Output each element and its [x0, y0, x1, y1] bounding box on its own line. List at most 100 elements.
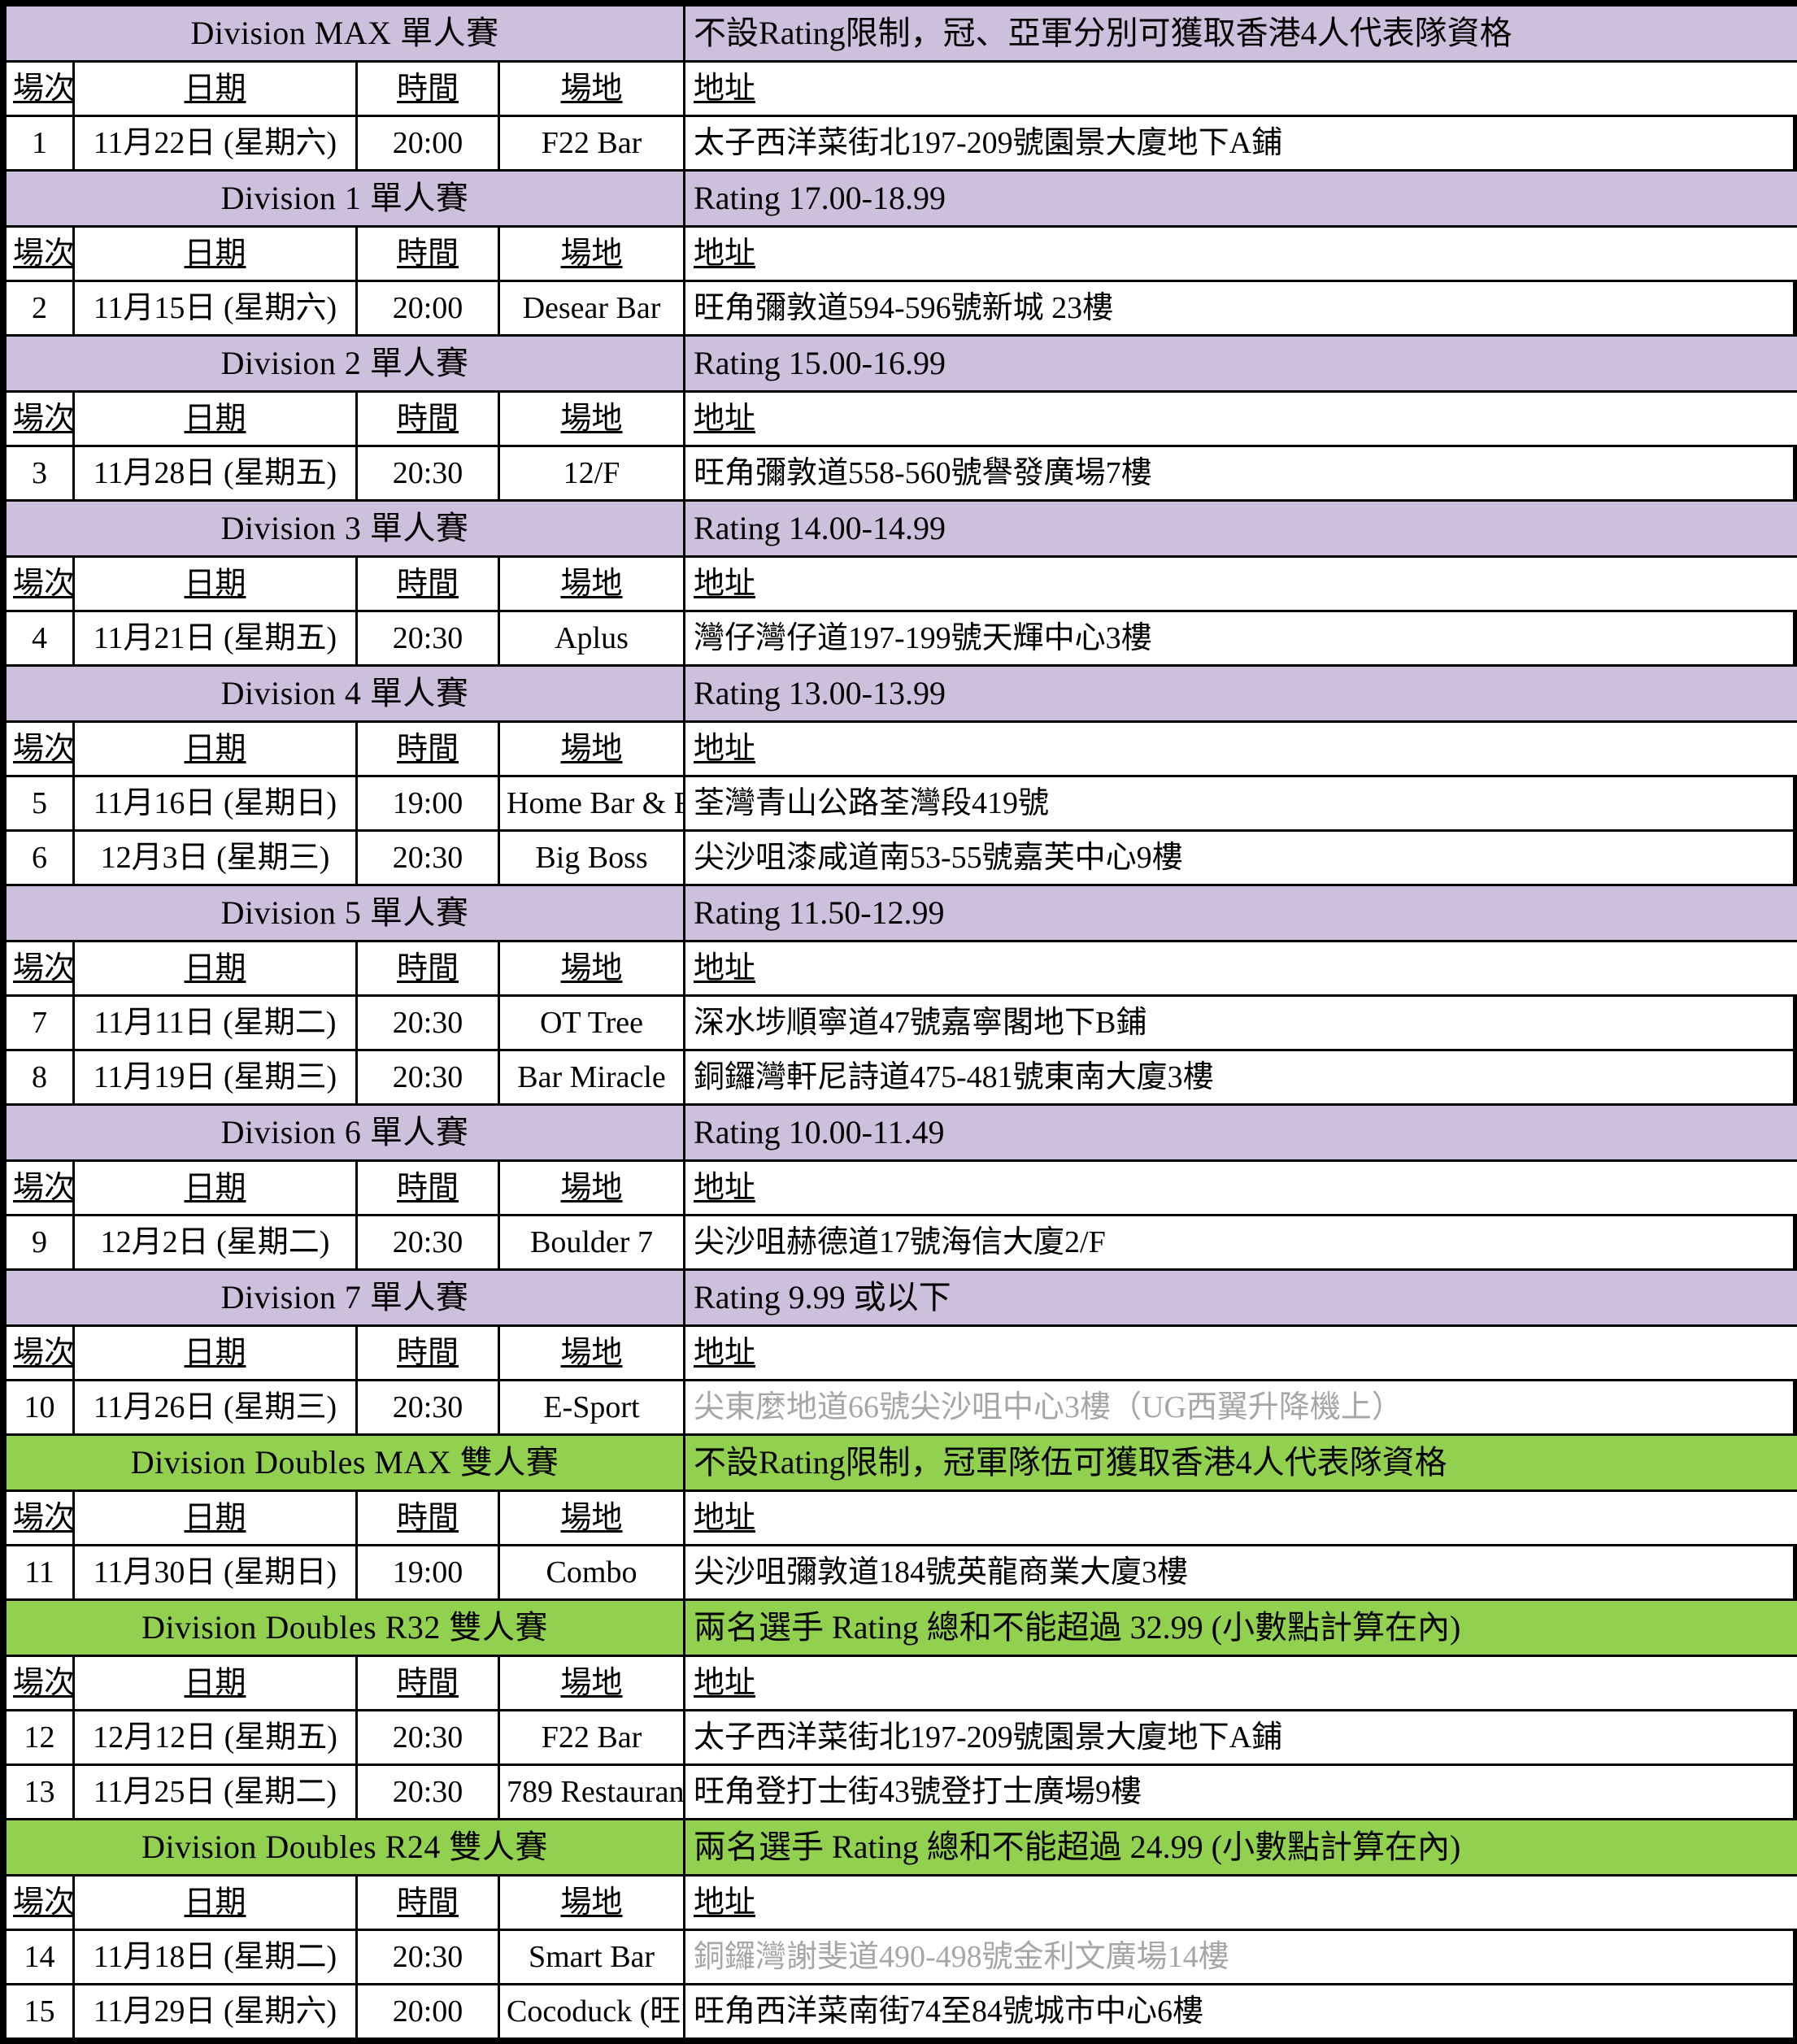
- cell-time: 20:30: [357, 1765, 499, 1820]
- column-header-no-text: 場次: [13, 1666, 74, 1700]
- column-header-date-text: 日期: [184, 732, 246, 766]
- column-header-venue: 場地: [499, 557, 685, 611]
- column-header-date-text: 日期: [184, 1336, 246, 1370]
- column-header-address: 地址: [685, 62, 1797, 116]
- column-header-date-text: 日期: [184, 1885, 246, 1920]
- cell-match-no: 10: [6, 1381, 74, 1435]
- cell-address: 旺角彌敦道594-596號新城 23樓: [685, 281, 1797, 336]
- column-header-time-text: 時間: [397, 402, 459, 436]
- section-note: Rating 9.99 或以下: [685, 1270, 1797, 1326]
- cell-time: 20:30: [357, 831, 499, 885]
- column-header-time-text: 時間: [397, 1666, 459, 1700]
- column-header-venue-text: 場地: [561, 1501, 623, 1535]
- column-header-address: 地址: [685, 392, 1797, 446]
- schedule-table-body: Division MAX 單人賽不設Rating限制，冠、亞軍分別可獲取香港4人…: [6, 6, 1797, 2039]
- column-header-time-text: 時間: [397, 237, 459, 271]
- column-header-no-text: 場次: [13, 72, 74, 106]
- column-header-venue-text: 場地: [561, 1336, 623, 1370]
- column-header-time: 時間: [357, 62, 499, 116]
- cell-venue: Combo: [499, 1546, 685, 1600]
- column-header-address: 地址: [685, 1876, 1797, 1930]
- section-note: 不設Rating限制，冠軍隊伍可獲取香港4人代表隊資格: [685, 1435, 1797, 1491]
- column-header-no: 場次: [6, 62, 74, 116]
- cell-address: 銅鑼灣軒尼詩道475-481號東南大廈3樓: [685, 1050, 1797, 1105]
- column-header-address: 地址: [685, 1326, 1797, 1381]
- column-header-no-text: 場次: [13, 1171, 74, 1205]
- column-header-time: 時間: [357, 1876, 499, 1930]
- column-header-venue-text: 場地: [561, 402, 623, 436]
- column-header-venue: 場地: [499, 62, 685, 116]
- column-header-venue: 場地: [499, 1161, 685, 1216]
- section-note: 兩名選手 Rating 總和不能超過 32.99 (小數點計算在內): [685, 1600, 1797, 1656]
- column-header-date-text: 日期: [184, 567, 246, 601]
- column-header-row: 場次日期時間場地地址: [6, 392, 1797, 446]
- column-header-no-text: 場次: [13, 1336, 74, 1370]
- column-header-address-text: 地址: [694, 951, 755, 985]
- column-header-address-text: 地址: [694, 567, 755, 601]
- column-header-time-text: 時間: [397, 951, 459, 985]
- column-header-no-text: 場次: [13, 951, 74, 985]
- cell-venue: 789 Restaurant & Bar: [499, 1765, 685, 1820]
- cell-match-no: 9: [6, 1216, 74, 1270]
- section-note: Rating 15.00-16.99: [685, 336, 1797, 392]
- column-header-no: 場次: [6, 1326, 74, 1381]
- column-header-time-text: 時間: [397, 1501, 459, 1535]
- cell-address: 太子西洋菜街北197-209號園景大廈地下A鋪: [685, 116, 1797, 171]
- column-header-row: 場次 日期 時間 場地地址: [6, 62, 1797, 116]
- cell-date: 11月16日 (星期日): [74, 776, 357, 831]
- column-header-date: 日期: [74, 1656, 357, 1711]
- section-note: Rating 11.50-12.99: [685, 885, 1797, 942]
- column-header-time-text: 時間: [397, 72, 459, 106]
- cell-match-no: 6: [6, 831, 74, 885]
- section-note: Rating 14.00-14.99: [685, 501, 1797, 557]
- column-header-address-text: 地址: [694, 1885, 755, 1920]
- cell-date: 12月2日 (星期二): [74, 1216, 357, 1270]
- column-header-date: 日期: [74, 1326, 357, 1381]
- cell-date: 11月26日 (星期三): [74, 1381, 357, 1435]
- cell-address: 荃灣青山公路荃灣段419號: [685, 776, 1797, 831]
- column-header-date-text: 日期: [184, 1666, 246, 1700]
- column-header-time: 時間: [357, 942, 499, 996]
- column-header-date: 日期: [74, 62, 357, 116]
- section-title: Division Doubles R24 雙人賽: [6, 1820, 685, 1876]
- column-header-address-text: 地址: [694, 237, 755, 271]
- section-title: Division 4 單人賽: [6, 666, 685, 722]
- column-header-no: 場次: [6, 392, 74, 446]
- cell-venue: 12/F: [499, 446, 685, 501]
- column-header-address-text: 地址: [694, 402, 755, 436]
- cell-time: 19:00: [357, 1546, 499, 1600]
- column-header-time-text: 時間: [397, 1885, 459, 1920]
- column-header-time: 時間: [357, 392, 499, 446]
- column-header-venue-text: 場地: [561, 567, 623, 601]
- column-header-no-text: 場次: [13, 732, 74, 766]
- column-header-time: 時間: [357, 227, 499, 281]
- cell-time: 20:30: [357, 1711, 499, 1765]
- cell-time: 20:00: [357, 116, 499, 171]
- column-header-date-text: 日期: [184, 72, 246, 106]
- cell-time: 20:30: [357, 996, 499, 1050]
- cell-venue: Bar Miracle: [499, 1050, 685, 1105]
- column-header-date-text: 日期: [184, 951, 246, 985]
- section-title: Division 2 單人賽: [6, 336, 685, 392]
- section-title: Division 5 單人賽: [6, 885, 685, 942]
- section-banner: Division Doubles R32 雙人賽兩名選手 Rating 總和不能…: [6, 1600, 1797, 1656]
- column-header-venue: 場地: [499, 392, 685, 446]
- cell-venue: Big Boss: [499, 831, 685, 885]
- section-banner: Division MAX 單人賽不設Rating限制，冠、亞軍分別可獲取香港4人…: [6, 6, 1797, 62]
- column-header-time: 時間: [357, 722, 499, 776]
- cell-match-no: 11: [6, 1546, 74, 1600]
- cell-time: 20:30: [357, 1050, 499, 1105]
- cell-venue: Home Bar & Restaurent: [499, 776, 685, 831]
- column-header-no: 場次: [6, 1161, 74, 1216]
- column-header-date: 日期: [74, 942, 357, 996]
- cell-address: 尖沙咀赫德道17號海信大廈2/F: [685, 1216, 1797, 1270]
